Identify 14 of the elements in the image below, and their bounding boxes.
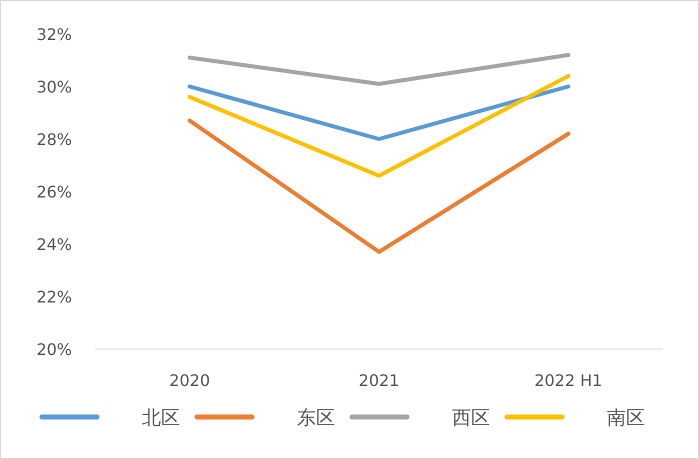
legend-label: 南区 — [607, 408, 645, 429]
y-tick-label: 28% — [36, 130, 72, 149]
y-tick-label: 24% — [36, 235, 72, 254]
legend-label: 北区 — [142, 408, 180, 429]
x-tick-label: 2022 H1 — [534, 371, 602, 390]
y-tick-label: 26% — [36, 182, 72, 202]
y-tick-label: 20% — [36, 340, 72, 359]
y-tick-label: 22% — [36, 288, 72, 306]
x-tick-label: 2020 — [169, 371, 210, 390]
legend-label: 东区 — [297, 408, 335, 429]
y-tick-label: 32% — [36, 25, 72, 44]
legend-label: 西区 — [452, 408, 490, 429]
x-tick-label: 2021 — [358, 371, 400, 390]
y-tick-label: 30% — [36, 78, 72, 96]
